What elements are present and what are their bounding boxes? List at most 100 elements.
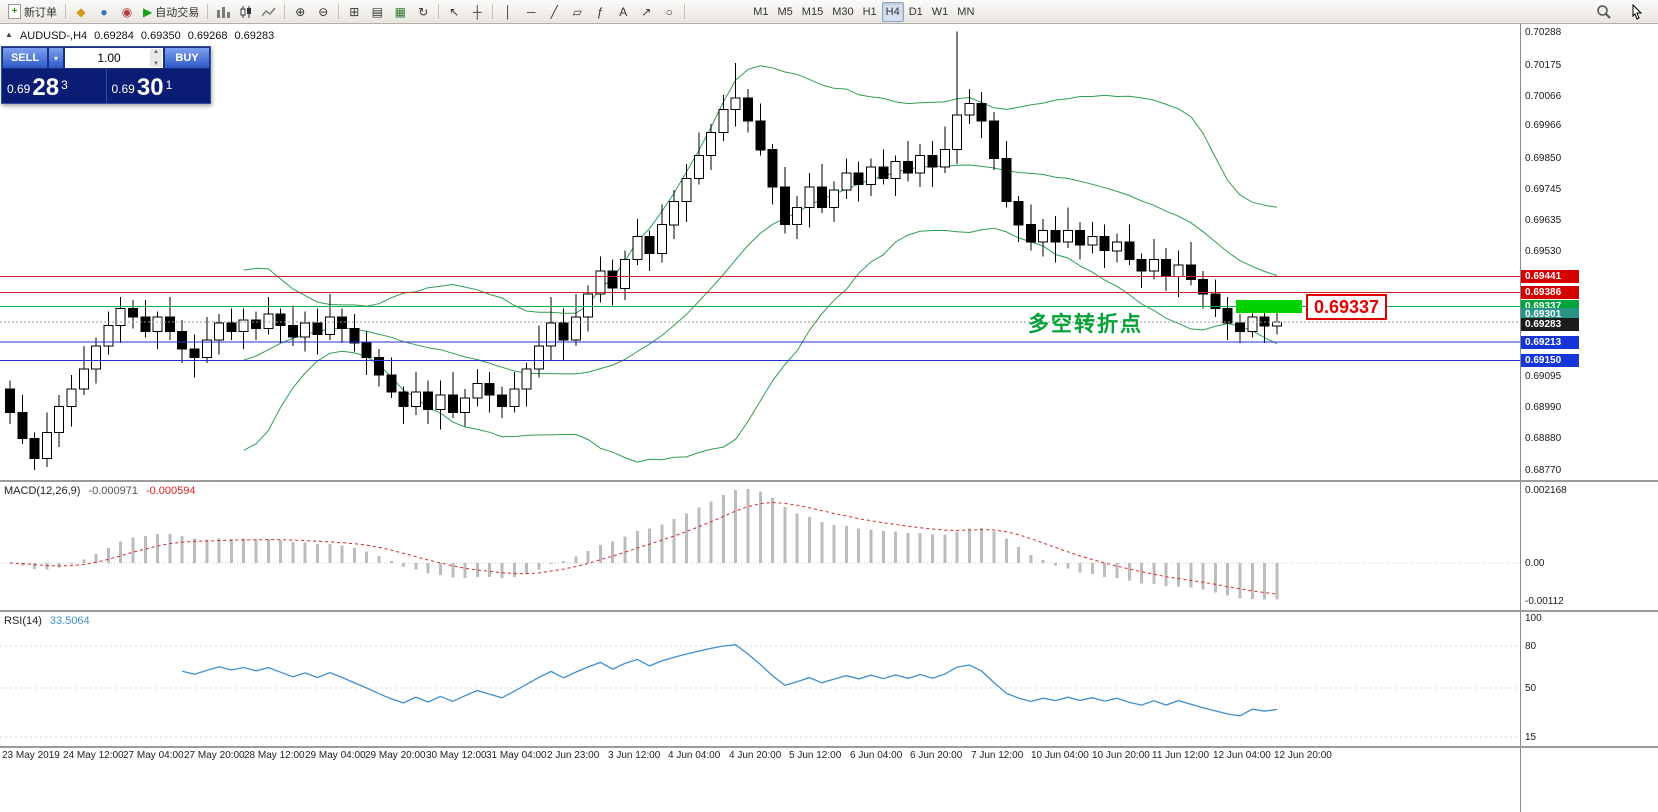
arrow-tool-button[interactable]: ↗ bbox=[635, 2, 657, 22]
date-label: 27 May 20:00 bbox=[184, 750, 245, 761]
timeframe-button-d1[interactable]: D1 bbox=[905, 2, 927, 22]
volume-up-icon[interactable]: ▲ bbox=[153, 49, 159, 55]
text-tool-icon: A bbox=[619, 4, 628, 19]
macd-label-row: MACD(12,26,9) -0.000971 -0.000594 bbox=[4, 485, 196, 497]
price-pane-canvas[interactable] bbox=[0, 24, 1520, 480]
refresh-button[interactable]: ↻ bbox=[412, 2, 434, 22]
date-label: 2 Jun 23:00 bbox=[547, 750, 600, 761]
market-watch-button[interactable]: ◆ bbox=[70, 2, 92, 22]
buy-price-main: 0.69 bbox=[111, 82, 135, 96]
rsi-value: 33.5064 bbox=[49, 615, 90, 627]
toolbar-separator bbox=[284, 4, 286, 19]
rsi-pane-canvas[interactable] bbox=[0, 612, 1520, 746]
tile-windows-button[interactable]: ⊞ bbox=[343, 2, 365, 22]
auto-trading-label: 自动交易 bbox=[155, 6, 200, 19]
volume-dropdown-button[interactable]: ▾ bbox=[48, 47, 64, 69]
highlight-box[interactable] bbox=[1236, 300, 1302, 313]
new-order-button[interactable]: + 新订单 bbox=[4, 2, 61, 22]
volume-field-wrap: ▲▼ bbox=[64, 47, 164, 69]
volume-input[interactable] bbox=[65, 48, 163, 68]
bar-low: 0.69268 bbox=[187, 30, 228, 42]
zoom-out-button[interactable]: ⊖ bbox=[312, 2, 334, 22]
toolbar-right-group bbox=[1592, 2, 1654, 22]
price-tick: 0.69635 bbox=[1525, 215, 1562, 226]
date-label: 24 May 12:00 bbox=[63, 750, 124, 761]
timeframe-button-h1[interactable]: H1 bbox=[859, 2, 881, 22]
cascade-windows-button[interactable]: ▤ bbox=[366, 2, 388, 22]
date-label: 4 Jun 04:00 bbox=[668, 750, 721, 761]
crosshair-button[interactable]: ┼ bbox=[466, 2, 488, 22]
trendline-button[interactable]: ╱ bbox=[543, 2, 565, 22]
terminal-button[interactable]: ◉ bbox=[116, 2, 138, 22]
zoom-in-button[interactable]: ⊕ bbox=[289, 2, 311, 22]
timeframe-button-m15[interactable]: M15 bbox=[798, 2, 827, 22]
date-label: 28 May 12:00 bbox=[244, 750, 305, 761]
timeframe-button-m30[interactable]: M30 bbox=[828, 2, 857, 22]
pane-separator[interactable] bbox=[0, 480, 1658, 482]
horizontal-line-button[interactable]: ─ bbox=[520, 2, 542, 22]
sell-price[interactable]: 0.69 28 3 bbox=[2, 69, 106, 103]
date-label: 12 Jun 20:00 bbox=[1274, 750, 1332, 761]
bar-chart-button[interactable] bbox=[212, 2, 234, 22]
price-tick: 0.69966 bbox=[1525, 120, 1562, 131]
pane-separator[interactable] bbox=[0, 610, 1658, 612]
sell-button[interactable]: SELL bbox=[2, 47, 48, 69]
chart-plot[interactable]: ▲ AUDUSD-,H4 0.69284 0.69350 0.69268 0.6… bbox=[0, 24, 1520, 812]
date-label: 30 May 12:00 bbox=[426, 750, 487, 761]
timeframe-button-m5[interactable]: M5 bbox=[774, 2, 797, 22]
macd-pane-canvas[interactable] bbox=[0, 482, 1520, 610]
candlestick-chart-button[interactable] bbox=[235, 2, 257, 22]
volume-down-icon[interactable]: ▼ bbox=[153, 61, 159, 67]
date-label: 4 Jun 20:00 bbox=[729, 750, 782, 761]
new-chart-button[interactable]: ▦ bbox=[389, 2, 411, 22]
auto-trading-button[interactable]: ▶ 自动交易 bbox=[139, 2, 203, 22]
price-tick: 0.70066 bbox=[1525, 91, 1562, 102]
crosshair-icon: ┼ bbox=[472, 4, 482, 19]
timeframe-button-w1[interactable]: W1 bbox=[928, 2, 953, 22]
pointer-cursor-icon bbox=[1632, 3, 1643, 20]
data-window-button[interactable]: ● bbox=[93, 2, 115, 22]
new-order-label: 新订单 bbox=[24, 6, 57, 19]
date-label: 10 Jun 04:00 bbox=[1031, 750, 1089, 761]
price-tick: 0.70175 bbox=[1525, 60, 1562, 71]
timeframe-button-m1[interactable]: M1 bbox=[749, 2, 772, 22]
date-label: 23 May 2019 bbox=[2, 750, 60, 761]
pointer-button[interactable] bbox=[1626, 2, 1648, 22]
vertical-line-button[interactable]: │ bbox=[497, 2, 519, 22]
price-callout[interactable]: 0.69337 bbox=[1306, 294, 1388, 320]
date-label: 29 May 04:00 bbox=[305, 750, 366, 761]
macd-signal-value: -0.000594 bbox=[145, 485, 196, 497]
price-tag: 0.69441 bbox=[1521, 270, 1579, 283]
text-tool-button[interactable]: A bbox=[612, 2, 634, 22]
shapes-button[interactable]: ○ bbox=[658, 2, 680, 22]
timeframe-button-mn[interactable]: MN bbox=[953, 2, 978, 22]
date-label: 12 Jun 04:00 bbox=[1213, 750, 1271, 761]
channel-button[interactable]: ▱ bbox=[566, 2, 588, 22]
toolbar-separator bbox=[338, 4, 340, 19]
buy-button[interactable]: BUY bbox=[164, 47, 210, 69]
search-button[interactable] bbox=[1592, 2, 1616, 22]
toolbar-separator bbox=[65, 4, 66, 19]
buy-price[interactable]: 0.69 30 1 bbox=[105, 69, 211, 103]
pane-separator[interactable] bbox=[0, 746, 1658, 748]
price-tag: 0.69150 bbox=[1521, 354, 1579, 367]
one-click-panel: SELL ▾ ▲▼ BUY 0.69 28 3 0.69 bbox=[1, 46, 211, 104]
fibonacci-icon: ƒ bbox=[596, 4, 604, 19]
shapes-icon: ○ bbox=[665, 4, 673, 19]
line-chart-button[interactable] bbox=[258, 2, 280, 22]
price-tick: 0.69850 bbox=[1525, 153, 1562, 164]
volume-stepper[interactable]: ▲ ▼ bbox=[150, 49, 162, 67]
cursor-button[interactable]: ↖ bbox=[443, 2, 465, 22]
fibonacci-button[interactable]: ƒ bbox=[589, 2, 611, 22]
vertical-line-icon: │ bbox=[504, 4, 512, 19]
one-click-collapse-icon[interactable]: ▲ bbox=[5, 30, 13, 39]
price-scale[interactable]: 0.70288 0.70175 0.70066 0.69966 0.69850 0.697… bbox=[1520, 24, 1658, 812]
time-scale[interactable]: 23 May 2019 24 May 12:00 27 May 04:00 27 Ma… bbox=[0, 750, 1520, 770]
date-label: 10 Jun 20:00 bbox=[1092, 750, 1150, 761]
rsi-tick: 100 bbox=[1525, 613, 1542, 624]
candlestick-chart-icon bbox=[240, 5, 252, 18]
timeframe-button-h4[interactable]: H4 bbox=[881, 1, 904, 22]
price-tick: 0.69745 bbox=[1525, 184, 1562, 195]
toolbar-separator bbox=[207, 4, 209, 19]
toolbar: + 新订单 ◆ ● ◉ ▶ 自动交易 ⊕ ⊖ ⊞ ▤ ▦ ↻ ↖ ┼ │ bbox=[0, 0, 1658, 24]
